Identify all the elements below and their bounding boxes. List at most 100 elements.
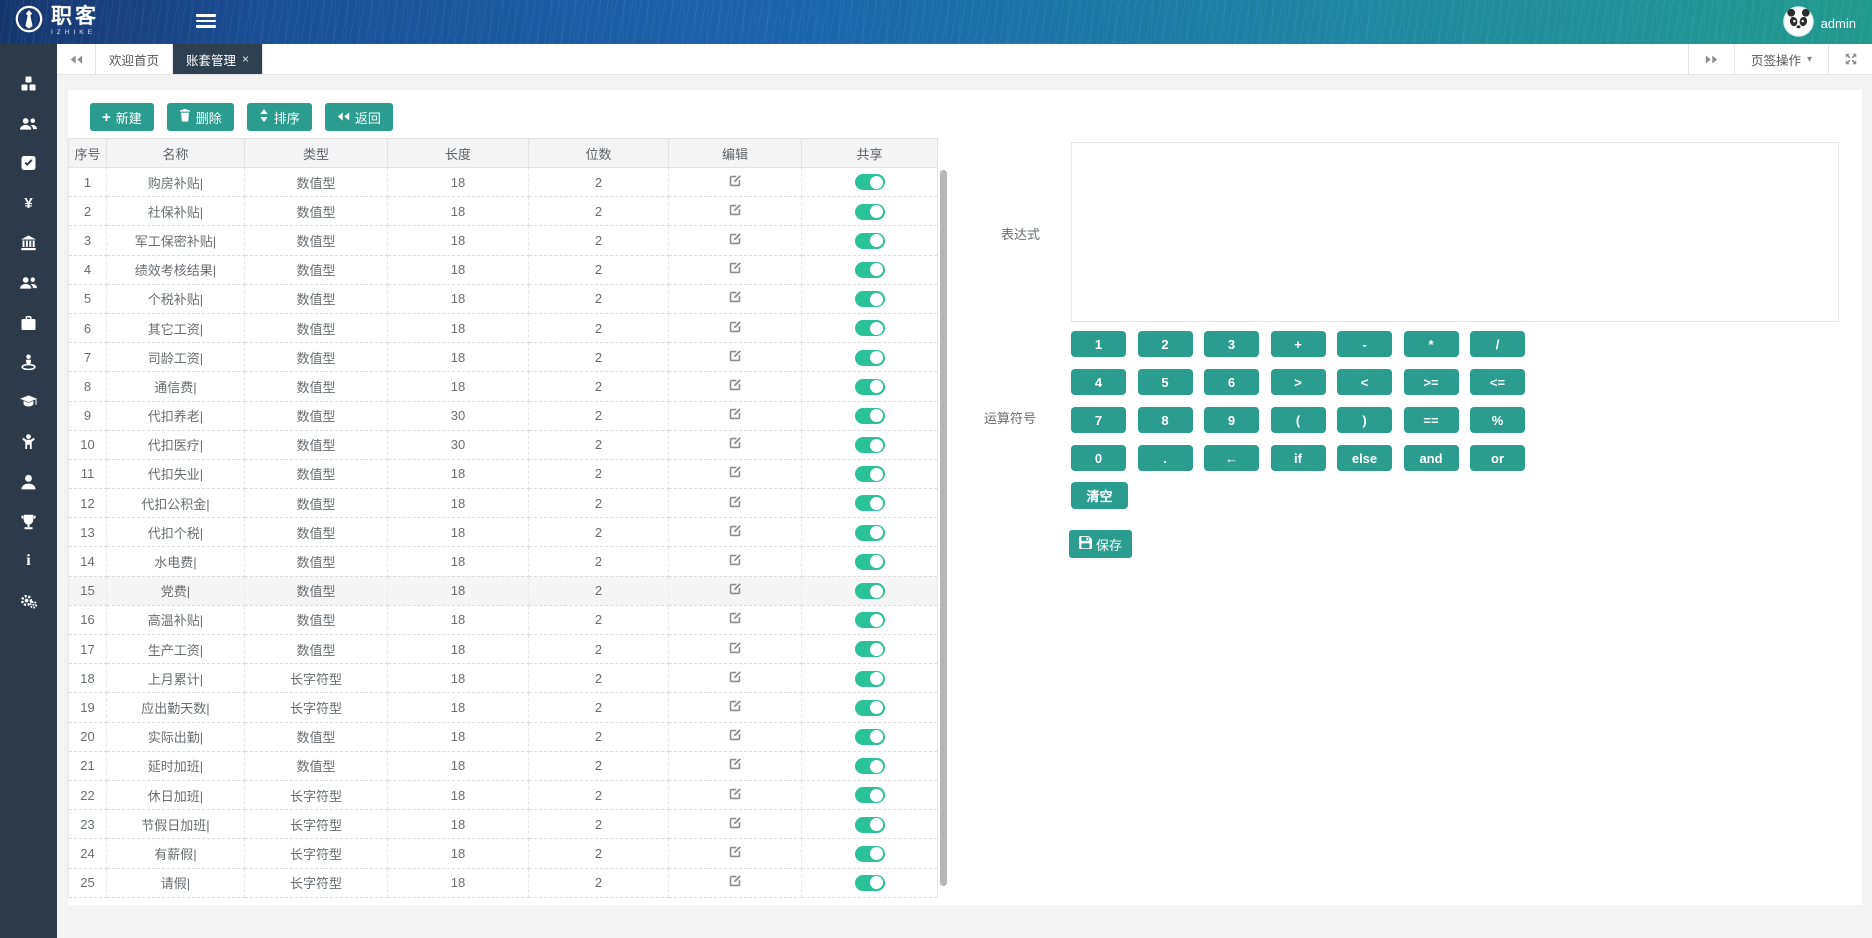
edit-icon[interactable] [728,611,742,625]
key-9[interactable]: 9 [1204,407,1259,433]
sidebar-item-yen[interactable]: ¥ [0,183,57,223]
scrollbar-thumb[interactable] [940,170,947,886]
share-toggle[interactable] [854,174,885,191]
key-5[interactable]: 5 [1137,369,1193,395]
key-2[interactable]: 2 [1137,331,1193,357]
sidebar-item-check-square[interactable] [0,144,57,184]
table-row[interactable]: 10 代扣医疗| 数值型 30 2 [68,430,938,460]
table-row[interactable]: 25 请假| 长字符型 18 2 [68,868,938,898]
table-row[interactable]: 23 节假日加班| 长字符型 18 2 [68,809,938,840]
key-+[interactable]: + [1270,331,1326,357]
key--[interactable]: - [1337,331,1392,357]
table-row[interactable]: 24 有薪假| 长字符型 18 2 [68,838,938,869]
share-toggle[interactable] [854,232,885,249]
edit-icon[interactable] [728,670,742,684]
sidebar-item-trophy[interactable] [0,502,57,542]
share-toggle[interactable] [854,641,885,658]
key-4[interactable]: 4 [1071,369,1126,395]
key-8[interactable]: 8 [1137,407,1193,433]
new-button[interactable]: + 新建 [90,103,154,131]
edit-icon[interactable] [728,787,742,801]
close-tab-icon[interactable]: × [242,52,250,66]
table-row[interactable]: 9 代扣养老| 数值型 30 2 [68,401,938,431]
key-←[interactable]: ← [1204,445,1259,471]
edit-icon[interactable] [728,874,742,888]
sidebar-item-graduation-cap[interactable] [0,382,57,422]
share-toggle[interactable] [854,583,885,599]
key-([interactable]: ( [1270,407,1326,433]
key-0[interactable]: 0 [1071,445,1126,471]
clear-button[interactable]: 清空 [1071,482,1128,509]
table-row[interactable]: 7 司龄工资| 数值型 18 2 [68,342,938,373]
key-if[interactable]: if [1270,445,1326,471]
key->=[interactable]: >= [1403,369,1459,395]
key-and[interactable]: and [1403,445,1459,471]
table-row[interactable]: 8 通信费| 数值型 18 2 [68,371,938,402]
scroll-tabs-left-icon[interactable] [57,44,95,74]
edit-icon[interactable] [728,465,742,479]
edit-icon[interactable] [728,757,742,771]
share-toggle[interactable] [854,378,885,395]
sidebar-item-street-view[interactable] [0,343,57,383]
sidebar-item-bank[interactable] [0,223,57,263]
key-==[interactable]: == [1403,407,1459,433]
key-.[interactable]: . [1137,445,1193,471]
edit-icon[interactable] [728,845,742,859]
tab-operations-dropdown[interactable]: 页签操作 ▾ [1733,44,1828,74]
tab-账套管理[interactable]: 账套管理 × [173,44,264,74]
sort-button[interactable]: 排序 [246,103,312,131]
table-row[interactable]: 4 绩效考核结果| 数值型 18 2 [68,255,938,285]
edit-icon[interactable] [728,290,742,304]
share-toggle[interactable] [854,407,885,424]
key-%[interactable]: % [1470,407,1525,433]
share-toggle[interactable] [854,670,885,687]
share-toggle[interactable] [854,816,885,833]
edit-icon[interactable] [728,232,742,246]
edit-icon[interactable] [728,320,742,334]
key-*[interactable]: * [1403,331,1459,357]
edit-icon[interactable] [728,524,742,538]
key-else[interactable]: else [1337,445,1392,471]
share-toggle[interactable] [854,495,885,512]
sidebar-item-briefcase[interactable] [0,303,57,343]
share-toggle[interactable] [854,203,885,220]
edit-icon[interactable] [728,816,742,830]
table-row[interactable]: 17 生产工资| 数值型 18 2 [68,634,938,665]
edit-icon[interactable] [728,728,742,742]
table-row[interactable]: 16 高温补贴| 数值型 18 2 [68,605,938,636]
key-<[interactable]: < [1337,369,1392,395]
key->[interactable]: > [1270,369,1326,395]
key-1[interactable]: 1 [1071,331,1126,357]
sidebar-item-info[interactable]: i [0,542,57,582]
edit-icon[interactable] [728,699,742,713]
sidebar-item-user[interactable] [0,462,57,502]
user-menu[interactable]: admin [1782,6,1856,40]
edit-icon[interactable] [728,378,742,392]
key-or[interactable]: or [1470,445,1525,471]
share-toggle[interactable] [854,874,885,891]
table-scrollbar[interactable] [939,167,948,897]
sidebar-item-cogs[interactable] [0,581,57,621]
menu-toggle-icon[interactable] [196,14,216,31]
share-toggle[interactable] [854,437,885,454]
edit-icon[interactable] [728,495,742,509]
share-toggle[interactable] [854,728,885,745]
share-toggle[interactable] [854,349,885,366]
sidebar-item-team[interactable] [0,263,57,303]
share-toggle[interactable] [854,787,885,804]
edit-icon[interactable] [728,436,742,450]
expression-textarea[interactable] [1071,142,1839,322]
edit-icon[interactable] [728,349,742,363]
table-row[interactable]: 22 休日加班| 长字符型 18 2 [68,780,938,811]
fullscreen-icon[interactable] [1828,44,1872,74]
save-button[interactable]: 保存 [1069,530,1133,558]
key-6[interactable]: 6 [1204,369,1259,395]
tab-欢迎首页[interactable]: 欢迎首页 [95,44,174,74]
share-toggle[interactable] [854,466,885,483]
delete-button[interactable]: 删除 [166,103,234,131]
share-toggle[interactable] [854,320,885,337]
table-row[interactable]: 14 水电费| 数值型 18 2 [68,546,938,577]
edit-icon[interactable] [728,407,742,421]
share-toggle[interactable] [854,612,885,629]
table-row[interactable]: 11 代扣失业| 数值型 18 2 [68,459,938,490]
